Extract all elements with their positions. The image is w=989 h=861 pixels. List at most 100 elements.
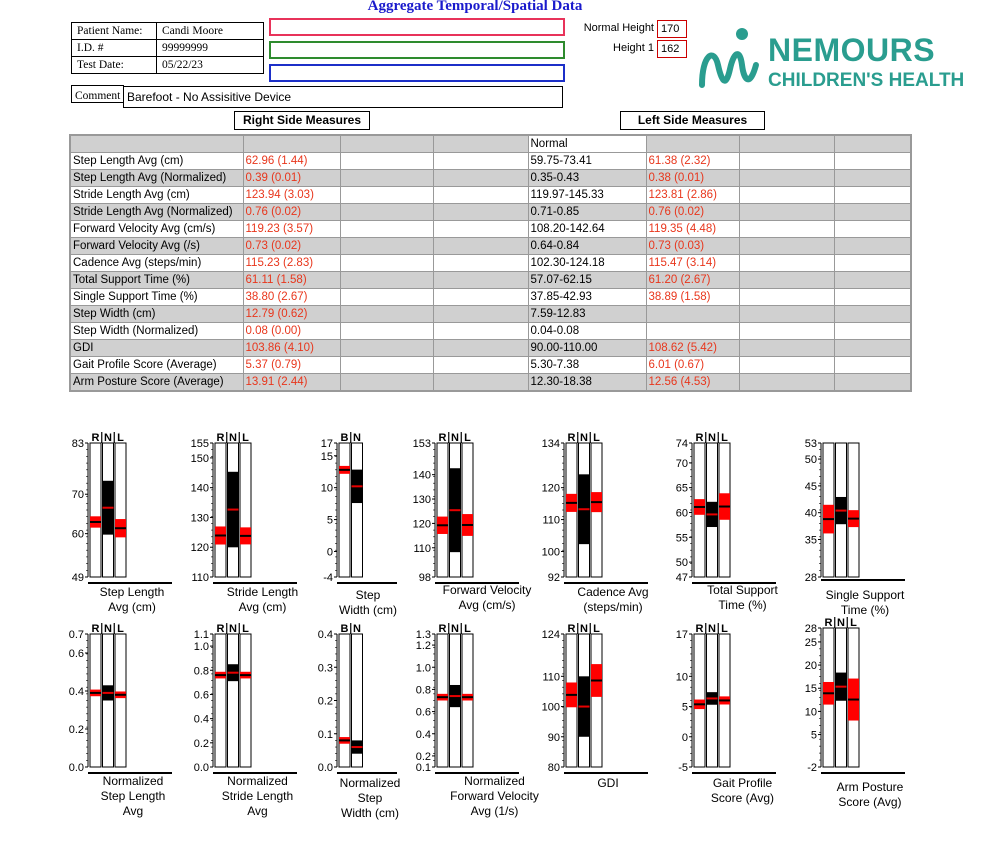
- chart-12: 17 10 5 0 -5 R N L: [676, 623, 776, 774]
- chart-caption: Stride Length Avg (cm): [205, 585, 320, 615]
- column-letter: R: [696, 432, 704, 444]
- chart-caption-line: Width (cm): [341, 806, 399, 820]
- chart-caption-line: Avg: [122, 804, 144, 818]
- row-label: Step Length Avg (Normalized): [69, 169, 244, 187]
- column-letter: R: [568, 623, 576, 635]
- right-value: 5.37 (0.79): [242, 356, 341, 374]
- column-frame: [114, 442, 127, 578]
- column-letter: B: [341, 432, 349, 444]
- patient-name-value: Candi Moore: [156, 22, 264, 40]
- table-row: Arm Posture Score (Average) 13.91 (2.44) 1…: [69, 373, 912, 392]
- y-tick-label: 65: [676, 483, 688, 495]
- y-tick-label: 28: [805, 623, 817, 635]
- y-tick-label: 120: [542, 483, 560, 495]
- chart-caption-line: Avg (cm): [238, 600, 287, 614]
- y-tick-label: 1.2: [416, 640, 431, 652]
- y-tick-label: 0.6: [69, 648, 84, 660]
- y-tick-label: 0: [682, 732, 688, 744]
- y-tick-label: 1.1: [194, 629, 209, 641]
- y-tick-label: 35: [805, 534, 817, 546]
- y-tick-label: 155: [191, 438, 209, 450]
- chart-caption-line: Normalized: [227, 774, 288, 788]
- y-tick-label: 50: [676, 557, 688, 569]
- logo-line2: CHILDREN'S HEALTH: [768, 70, 965, 91]
- y-tick-label: 0.8: [416, 684, 431, 696]
- y-tick-label: 0.2: [69, 724, 84, 736]
- normal-height-label: Normal Height: [583, 22, 654, 34]
- normal-range: 5.30-7.38: [527, 356, 647, 374]
- chart-caption-line: Stride Length: [226, 585, 299, 599]
- chart-caption: Total Support Time (%): [690, 583, 795, 613]
- height1-label: Height 1: [613, 42, 654, 54]
- left-value: 6.01 (0.67): [645, 356, 740, 374]
- column-letter: N: [353, 623, 361, 635]
- chart-caption: GDI: [563, 776, 653, 791]
- y-tick-label: 124: [542, 629, 560, 641]
- column-frame: [214, 442, 227, 578]
- y-tick-label: 74: [676, 438, 688, 450]
- column-letter: L: [242, 432, 249, 444]
- y-tick-label: 83: [72, 438, 84, 450]
- y-tick-label: 0.8: [194, 665, 209, 677]
- row-label: Stride Length Avg (cm): [69, 186, 244, 204]
- chart-5: 74 70 65 60 55 50 47 R N L: [676, 432, 776, 584]
- chart-caption-line: Single Support: [825, 588, 905, 602]
- y-tick-label: 92: [548, 572, 560, 584]
- y-tick-label: 0.1: [318, 729, 333, 741]
- chart-caption-line: Avg (cm/s): [458, 598, 516, 612]
- page-title: Aggregate Temporal/Spatial Data: [367, 0, 583, 14]
- column-letter: N: [104, 432, 112, 444]
- column-letter: R: [568, 432, 576, 444]
- chart-caption-line: Score (Avg): [838, 795, 902, 809]
- left-value: 108.62 (5.42): [645, 339, 740, 357]
- y-tick-label: 100: [542, 546, 560, 558]
- column-letter: L: [593, 432, 600, 444]
- y-tick-label: -2: [807, 762, 817, 774]
- column-frame: [351, 633, 363, 768]
- left-value: 12.56 (4.53): [645, 373, 740, 392]
- chart-13: 28 25 20 15 10 5 -2 R N L: [805, 617, 905, 774]
- chart-caption-line: Gait Profile: [712, 776, 773, 790]
- y-tick-label: 130: [413, 494, 431, 506]
- table-row: Step Length Avg (Normalized) 0.39 (0.01) 0…: [69, 169, 912, 187]
- y-tick-label: 1.0: [194, 641, 209, 653]
- row-label: Arm Posture Score (Average): [69, 373, 244, 392]
- y-tick-label: 0.2: [416, 751, 431, 763]
- y-tick-label: 153: [413, 438, 431, 450]
- column-frame: [89, 633, 102, 768]
- legend-box-blue: [269, 64, 565, 82]
- chart-caption-line: Avg (1/s): [470, 804, 519, 818]
- chart-caption-line: Stride Length: [221, 789, 294, 803]
- chart-1: 155 150 140 130 120 110 R N L: [191, 432, 297, 584]
- y-tick-label: 5: [811, 730, 817, 742]
- chart-caption-line: Step Length: [100, 789, 166, 803]
- column-letter: R: [92, 623, 100, 635]
- column-frame: [338, 442, 351, 578]
- normal-range: 90.00-110.00: [527, 339, 647, 357]
- chart-caption-line: Total Support: [707, 583, 778, 597]
- comment-field[interactable]: Barefoot - No Assisitive Device: [123, 86, 563, 108]
- table-row: Single Support Time (%) 38.80 (2.67) 37.85…: [69, 288, 912, 306]
- chart-caption-line: (steps/min): [583, 600, 643, 614]
- left-side-measures-label: Left Side Measures: [620, 111, 765, 130]
- y-tick-label: 1.3: [416, 629, 431, 641]
- y-tick-label: 70: [72, 489, 84, 501]
- y-tick-label: 17: [321, 438, 333, 450]
- y-tick-label: 20: [805, 660, 817, 672]
- column-letter: N: [229, 432, 237, 444]
- test-date-label: Test Date:: [71, 56, 157, 74]
- left-value: 0.38 (0.01): [645, 169, 740, 187]
- column-frame: [114, 633, 127, 768]
- legend-box-red: [269, 18, 565, 36]
- chart-3: 153 140 130 120 110 98 R N L: [413, 432, 519, 584]
- chart-caption-line: Forward Velocity: [442, 583, 532, 597]
- y-tick-label: 47: [676, 572, 688, 584]
- chart-caption: Step Width (cm): [318, 588, 418, 618]
- chart-caption-line: Avg: [247, 804, 268, 818]
- y-tick-label: 50: [805, 454, 817, 466]
- chart-caption: Normalized Step Width (cm): [320, 776, 420, 821]
- chart-10: 1.31.2 1.0 0.8 0.6 0.4 0.20.1 R N L: [416, 623, 519, 774]
- column-letter: B: [341, 623, 349, 635]
- y-tick-label: 55: [676, 532, 688, 544]
